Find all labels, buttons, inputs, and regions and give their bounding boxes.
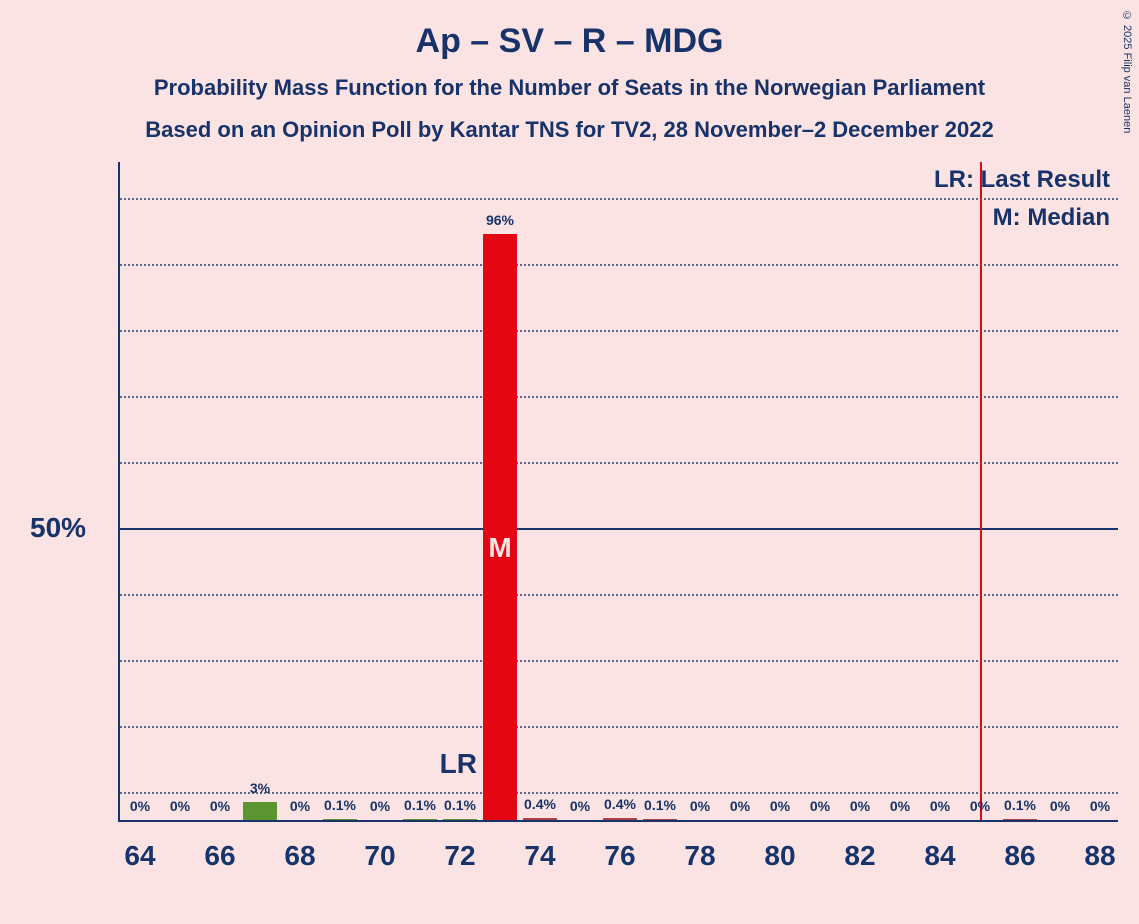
legend-lr: LR: Last Result: [934, 166, 1110, 194]
bar-value-label: 0%: [850, 798, 870, 814]
grid-line: [120, 726, 1118, 728]
bar-value-label: 0%: [730, 798, 750, 814]
chart-subtitle-1: Probability Mass Function for the Number…: [0, 75, 1139, 101]
bar-value-label: 0%: [770, 798, 790, 814]
bar-value-label: 0%: [810, 798, 830, 814]
bar-value-label: 0%: [170, 798, 190, 814]
plot-area: LR: Last Result M: Median 50%0%0%0%3%0%0…: [118, 162, 1118, 822]
bar-value-label: 0.1%: [644, 797, 676, 813]
y-axis-label-50: 50%: [30, 512, 86, 544]
x-axis-tick-label: 74: [524, 840, 555, 872]
median-marker: M: [488, 532, 511, 564]
x-axis-tick-label: 70: [364, 840, 395, 872]
bar-value-label: 0%: [970, 798, 990, 814]
lr-vertical-line: [980, 162, 982, 820]
bar-value-label: 0.1%: [444, 797, 476, 813]
bar: [523, 818, 557, 820]
grid-line: [120, 462, 1118, 464]
chart-area: LR: Last Result M: Median 50%0%0%0%3%0%0…: [118, 162, 1118, 862]
copyright-text: © 2025 Filip van Laenen: [1121, 10, 1133, 133]
bar: [1003, 819, 1037, 820]
grid-line: [120, 594, 1118, 596]
bar-value-label: 0%: [210, 798, 230, 814]
bar-value-label: 0.4%: [604, 796, 636, 812]
grid-line: [120, 330, 1118, 332]
bar-value-label: 0%: [130, 798, 150, 814]
bar: [243, 802, 277, 820]
bar-value-label: 96%: [486, 212, 514, 228]
chart-subtitle-2: Based on an Opinion Poll by Kantar TNS f…: [0, 117, 1139, 143]
bar: [403, 819, 437, 820]
chart-title: Ap – SV – R – MDG: [0, 0, 1139, 61]
grid-line: [120, 198, 1118, 200]
x-axis-tick-label: 86: [1004, 840, 1035, 872]
legend-m: M: Median: [993, 204, 1110, 232]
grid-line: [120, 396, 1118, 398]
x-axis-tick-label: 64: [124, 840, 155, 872]
bar-value-label: 0%: [1050, 798, 1070, 814]
x-axis-tick-label: 78: [684, 840, 715, 872]
grid-line-50: [120, 528, 1118, 530]
bar-value-label: 0.4%: [524, 796, 556, 812]
x-axis-tick-label: 84: [924, 840, 955, 872]
x-axis-tick-label: 66: [204, 840, 235, 872]
bar-value-label: 0.1%: [324, 797, 356, 813]
x-axis-tick-label: 82: [844, 840, 875, 872]
bar-value-label: 0%: [930, 798, 950, 814]
x-axis-tick-label: 80: [764, 840, 795, 872]
bar-value-label: 0%: [570, 798, 590, 814]
x-axis-tick-label: 88: [1084, 840, 1115, 872]
bar-value-label: 0%: [1090, 798, 1110, 814]
bar: [643, 819, 677, 820]
bar-value-label: 0%: [690, 798, 710, 814]
bar: [323, 819, 357, 820]
bar-value-label: 0.1%: [1004, 797, 1036, 813]
bar: [483, 234, 517, 820]
x-axis-tick-label: 68: [284, 840, 315, 872]
x-axis-tick-label: 76: [604, 840, 635, 872]
lr-marker: LR: [433, 748, 477, 780]
grid-line: [120, 264, 1118, 266]
bar-value-label: 0%: [370, 798, 390, 814]
bar-value-label: 0%: [890, 798, 910, 814]
bar-value-label: 3%: [250, 780, 270, 796]
grid-line: [120, 660, 1118, 662]
x-axis-tick-label: 72: [444, 840, 475, 872]
bar: [443, 819, 477, 820]
bar-value-label: 0.1%: [404, 797, 436, 813]
bar-value-label: 0%: [290, 798, 310, 814]
bar: [603, 818, 637, 820]
